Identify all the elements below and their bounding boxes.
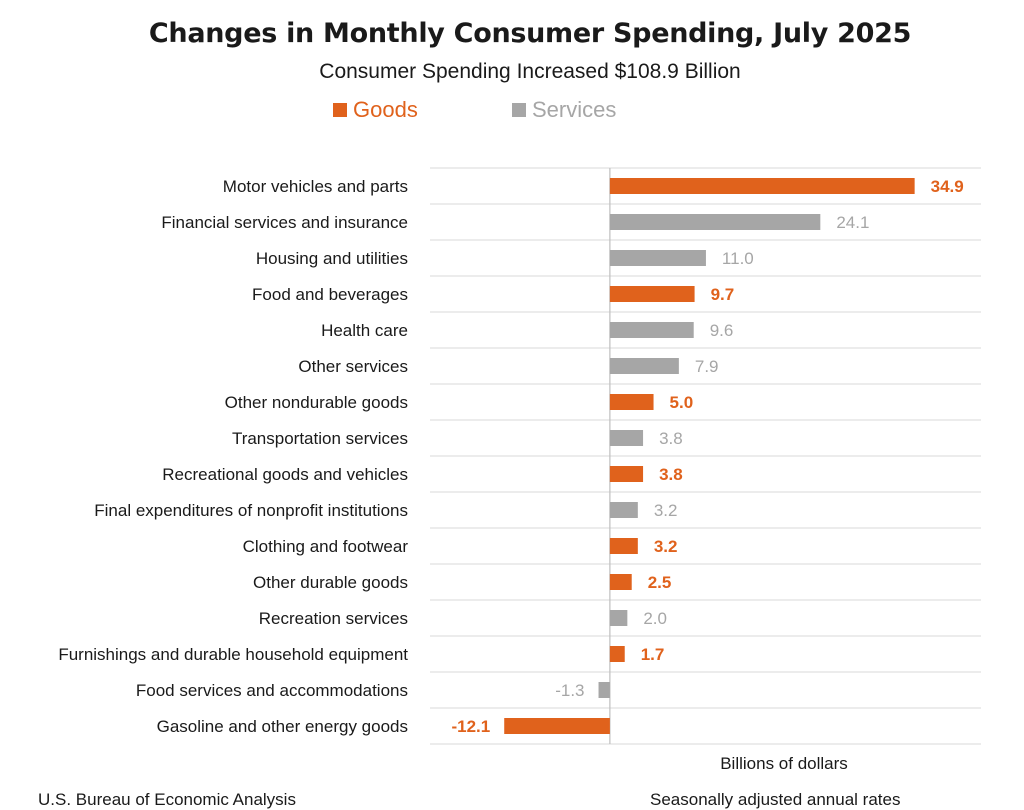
category-label: Clothing and footwear	[243, 537, 409, 556]
legend: Goods Services	[0, 97, 1024, 127]
legend-swatch-goods	[333, 103, 347, 117]
data-label: 3.2	[654, 501, 678, 520]
legend-swatch-services	[512, 103, 526, 117]
category-label: Transportation services	[232, 429, 408, 448]
x-axis-label: Billions of dollars	[720, 754, 848, 773]
data-label: 3.8	[659, 465, 683, 484]
bar	[609, 214, 821, 230]
category-label: Other durable goods	[253, 573, 408, 592]
category-label: Final expenditures of nonprofit institut…	[94, 501, 408, 520]
bar	[609, 322, 694, 338]
bar	[609, 178, 915, 194]
bar	[609, 286, 695, 302]
bar	[609, 358, 679, 374]
data-label: -1.3	[555, 681, 584, 700]
bar	[609, 502, 638, 518]
legend-entry-goods: Goods	[333, 97, 418, 123]
category-label: Gasoline and other energy goods	[157, 717, 408, 736]
chart-subtitle: Consumer Spending Increased $108.9 Billi…	[319, 60, 741, 83]
category-label: Recreation services	[259, 609, 408, 628]
category-label: Housing and utilities	[256, 249, 408, 268]
bar	[609, 646, 625, 662]
bar	[609, 538, 638, 554]
data-label: 11.0	[722, 249, 754, 268]
data-label: 1.7	[641, 645, 665, 664]
bar	[598, 682, 610, 698]
bar	[609, 430, 644, 446]
legend-entry-services: Services	[512, 97, 616, 123]
bar	[609, 466, 644, 482]
category-label: Recreational goods and vehicles	[162, 465, 408, 484]
data-label: 24.1	[836, 213, 869, 232]
data-label: 3.2	[654, 537, 678, 556]
data-label: 2.0	[643, 609, 667, 628]
legend-label-goods: Goods	[353, 97, 418, 122]
data-label: 7.9	[695, 357, 719, 376]
category-label: Health care	[321, 321, 408, 340]
category-label: Furnishings and durable household equipm…	[58, 645, 408, 664]
category-label: Financial services and insurance	[161, 213, 408, 232]
source-note: U.S. Bureau of Economic Analysis	[38, 790, 296, 809]
category-label: Other nondurable goods	[225, 393, 408, 412]
data-label: 9.6	[710, 321, 734, 340]
data-label: 5.0	[670, 393, 694, 412]
category-label: Food services and accommodations	[136, 681, 408, 700]
bar	[504, 718, 610, 734]
category-label: Food and beverages	[252, 285, 408, 304]
category-label: Motor vehicles and parts	[223, 177, 408, 196]
chart-title: Changes in Monthly Consumer Spending, Ju…	[148, 18, 912, 49]
data-label: 9.7	[711, 285, 735, 304]
data-label: 2.5	[648, 573, 672, 592]
rate-note: Seasonally adjusted annual rates	[650, 790, 901, 809]
bar	[609, 394, 654, 410]
data-label: 3.8	[659, 429, 683, 448]
data-label: -12.1	[451, 717, 490, 736]
bar-chart: Motor vehicles and parts 34.9 Financial se…	[58, 167, 981, 745]
legend-label-services: Services	[532, 97, 617, 122]
bar	[609, 610, 628, 626]
bar	[609, 574, 632, 590]
category-label: Other services	[298, 357, 408, 376]
bar	[609, 250, 706, 266]
data-label: 34.9	[931, 177, 964, 196]
